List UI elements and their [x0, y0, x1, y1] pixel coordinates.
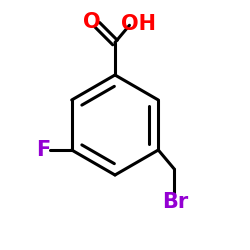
- Text: O: O: [83, 12, 101, 32]
- Text: F: F: [36, 140, 51, 160]
- Text: OH: OH: [122, 14, 156, 34]
- Text: Br: Br: [162, 192, 189, 212]
